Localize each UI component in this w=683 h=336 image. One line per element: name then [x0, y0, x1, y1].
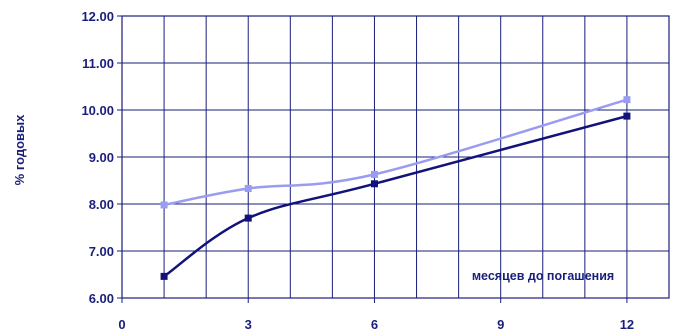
x-tick-label: 0 [118, 317, 125, 332]
y-tick-label: 8.00 [89, 197, 114, 212]
y-tick-label: 12.00 [81, 9, 114, 24]
series-layer [160, 96, 631, 280]
x-tick-label: 3 [245, 317, 252, 332]
y-tick-label: 11.00 [82, 56, 114, 71]
data-point-marker [160, 272, 168, 280]
y-axis-title: % годовых [12, 114, 27, 185]
data-point-marker [623, 96, 631, 104]
series-line-1 [163, 98, 628, 207]
data-point-marker [370, 180, 378, 188]
y-tick-label: 7.00 [89, 244, 114, 259]
data-point-marker [370, 170, 378, 178]
data-point-marker [244, 184, 252, 192]
x-tick-label: 12 [620, 317, 634, 332]
data-point-marker [160, 201, 168, 209]
y-tick-label: 10.00 [81, 103, 114, 118]
y-tick-label: 6.00 [89, 291, 114, 306]
tick-label-layer: 6.00 7.00 8.00 9.00 10.00 11.00 12.00 0 3 6 9 12 [81, 9, 634, 332]
data-point-marker [244, 214, 252, 222]
x-tick-label: 6 [371, 317, 378, 332]
x-tick-label: 9 [497, 317, 504, 332]
data-point-marker [623, 112, 631, 120]
grid-layer [122, 16, 669, 298]
series-line-2 [163, 114, 628, 278]
chart-annotation: месяцев до погашения [472, 269, 614, 283]
y-tick-label: 9.00 [89, 150, 114, 165]
